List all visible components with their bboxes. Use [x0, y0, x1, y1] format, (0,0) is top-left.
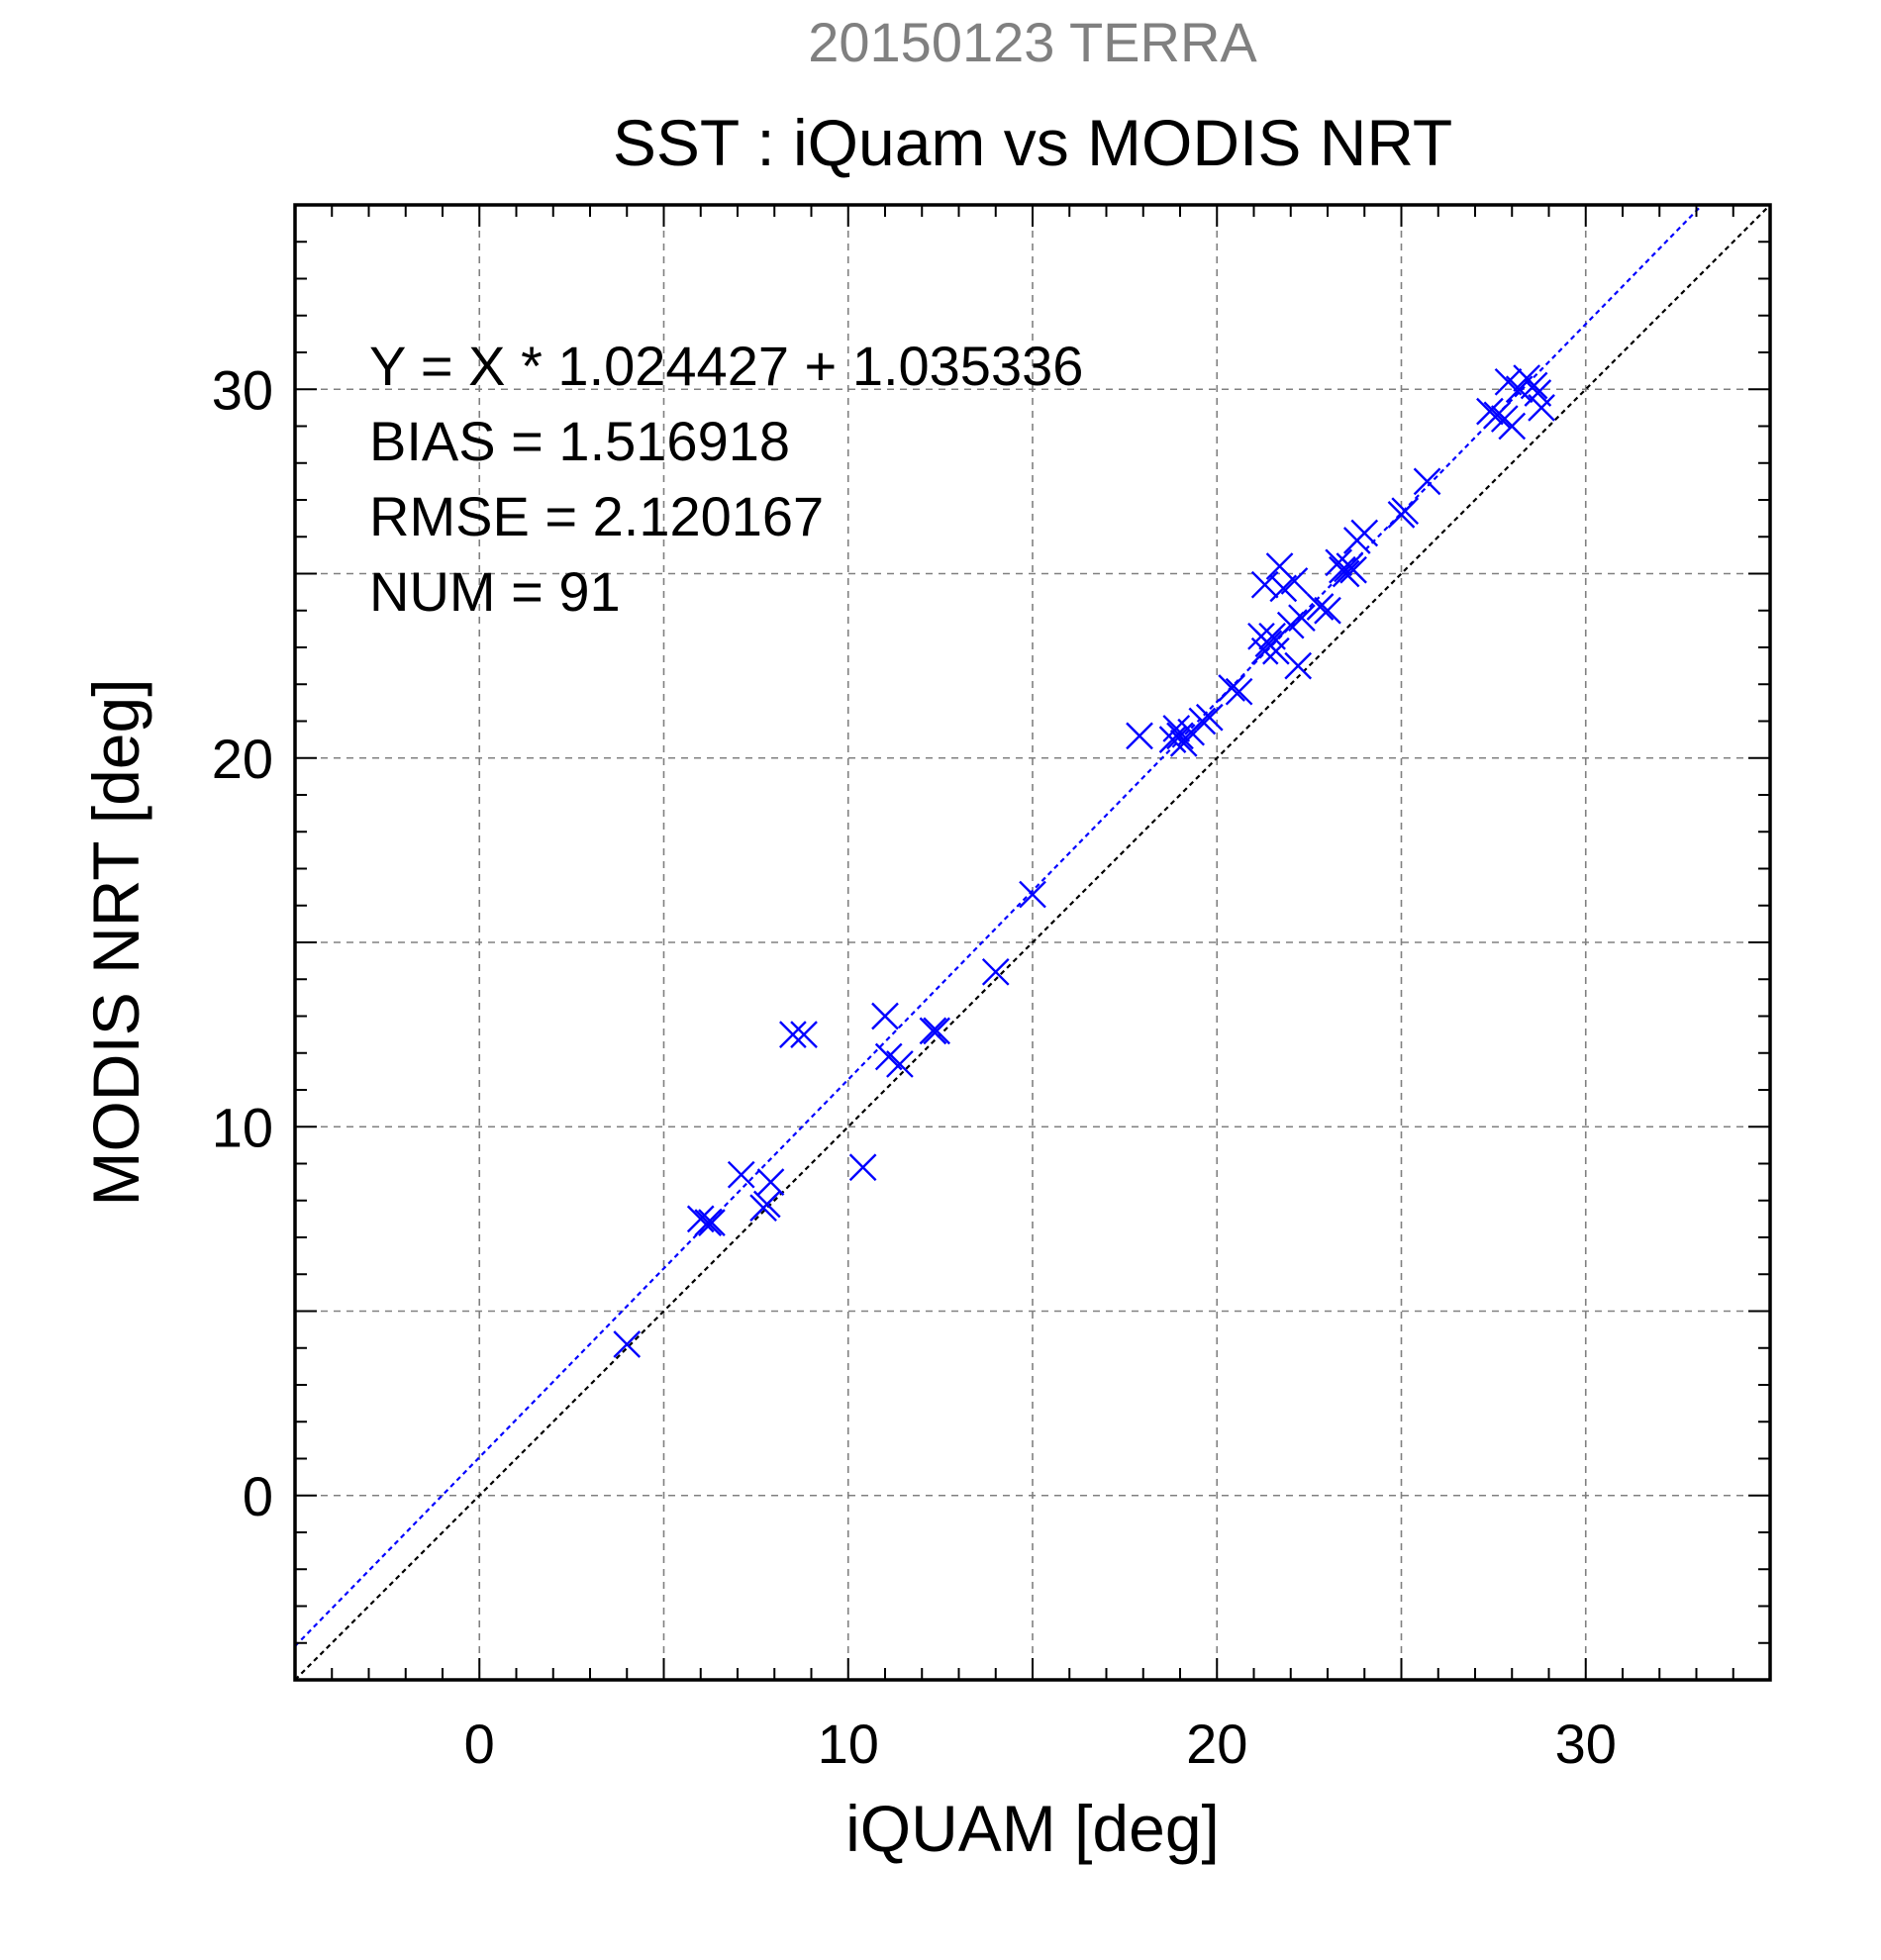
data-point-29: [1250, 637, 1279, 665]
data-point-16: [981, 957, 1010, 986]
data-point-39: [1288, 604, 1316, 633]
data-point-2: [694, 1209, 723, 1236]
data-point-9: [790, 1021, 818, 1048]
y-tick-label: 20: [212, 728, 273, 790]
data-point-51: [1413, 467, 1441, 496]
x-tick-label: 10: [818, 1713, 879, 1775]
data-point-4: [727, 1160, 755, 1189]
stats-fit-equation: Y = X * 1.024427 + 1.035336: [369, 335, 1083, 397]
stats-num: NUM = 91: [369, 560, 621, 623]
data-point-14: [919, 1017, 947, 1045]
data-point-37: [1280, 567, 1309, 595]
y-tick-label: 0: [243, 1465, 273, 1527]
grid-lines: [295, 205, 1770, 1680]
data-point-44: [1332, 559, 1360, 588]
data-point-1: [686, 1205, 715, 1233]
x-axis-label: iQUAM [deg]: [845, 1792, 1220, 1865]
tick-labels: 0 10 20 30 0 10 20 30: [212, 358, 1617, 1775]
data-point-25: [1195, 703, 1224, 732]
y-axis-label: MODIS NRT [deg]: [79, 678, 152, 1206]
data-point-50: [1391, 497, 1420, 526]
data-point-41: [1314, 596, 1341, 625]
data-points: [613, 364, 1555, 1358]
data-point-38: [1284, 651, 1313, 680]
data-point-40: [1306, 593, 1335, 621]
data-point-10: [848, 1153, 877, 1182]
data-point-61: [1528, 394, 1555, 422]
data-point-17: [1019, 880, 1046, 909]
data-point-6: [752, 1190, 781, 1219]
data-point-21: [1166, 722, 1194, 750]
reference-lines: [294, 204, 1771, 1681]
data-point-27: [1225, 677, 1253, 706]
plot-frame: [293, 203, 1772, 1682]
data-point-15: [923, 1017, 950, 1045]
fit-line: [294, 204, 1704, 1647]
data-point-24: [1188, 707, 1217, 735]
data-point-0: [613, 1330, 642, 1358]
x-tick-label: 0: [464, 1713, 495, 1775]
data-point-8: [779, 1021, 807, 1048]
data-point-26: [1218, 674, 1245, 702]
data-point-59: [1520, 371, 1548, 400]
data-point-48: [1350, 519, 1379, 547]
data-point-18: [1126, 722, 1153, 750]
data-point-11: [871, 1002, 899, 1030]
x-tick-label: 20: [1186, 1713, 1247, 1775]
identity-line: [294, 204, 1771, 1681]
data-point-19: [1158, 726, 1187, 753]
y-tick-label: 10: [212, 1096, 273, 1158]
data-point-30: [1250, 570, 1279, 599]
y-tick-label: 30: [212, 358, 273, 421]
data-point-33: [1262, 637, 1290, 665]
data-point-56: [1498, 412, 1527, 441]
data-point-52: [1476, 397, 1504, 426]
stats-bias: BIAS = 1.516918: [369, 410, 790, 472]
stats-rmse: RMSE = 2.120167: [369, 485, 824, 547]
data-point-46: [1339, 555, 1367, 584]
data-point-53: [1483, 401, 1512, 430]
x-tick-label: 30: [1555, 1713, 1617, 1775]
data-point-7: [756, 1168, 785, 1196]
axis-ticks: [295, 205, 1770, 1680]
chart-title: 20150123 TERRA: [808, 11, 1257, 73]
data-point-13: [886, 1050, 914, 1078]
data-point-3: [698, 1209, 726, 1236]
chart-subtitle: SST : iQuam vs MODIS NRT: [613, 106, 1452, 179]
